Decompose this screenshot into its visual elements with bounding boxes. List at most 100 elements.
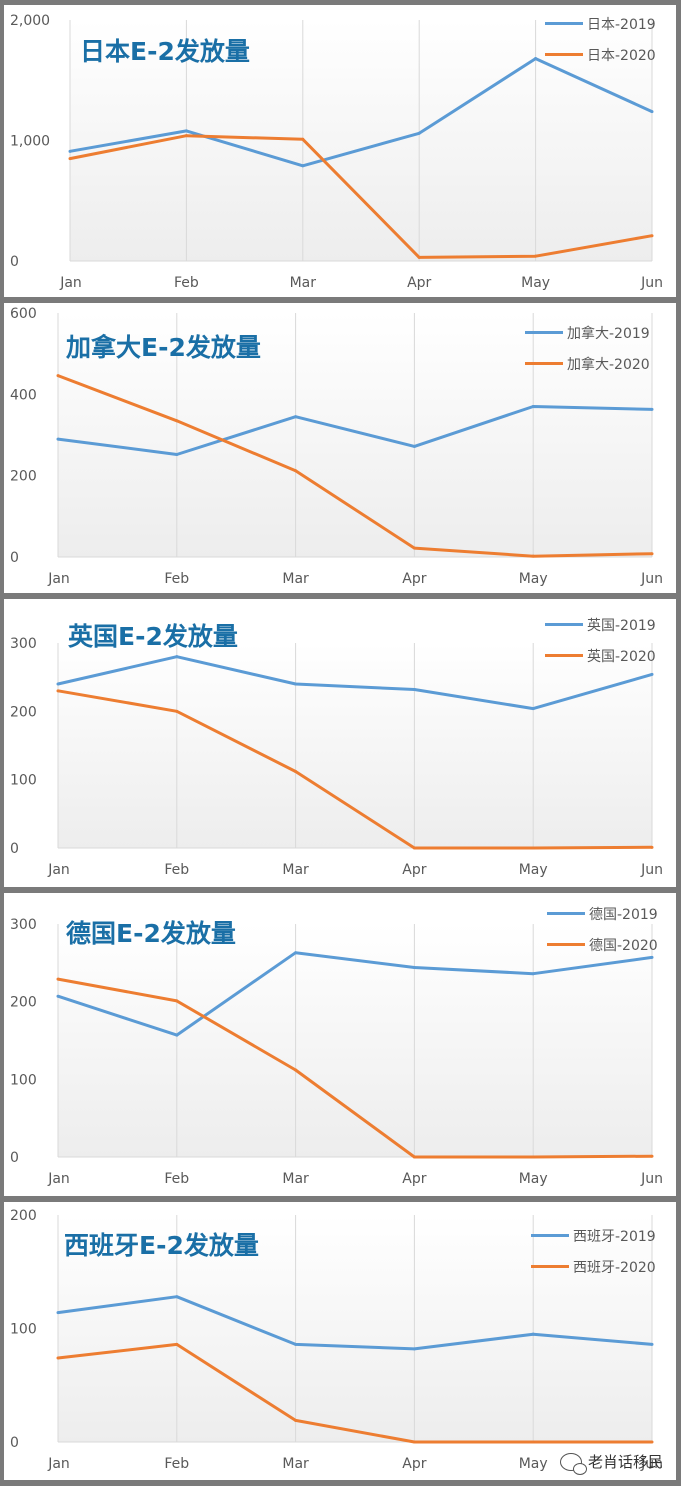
legend-item: 西班牙-2020 <box>531 1251 656 1282</box>
x-tick-label-Jan: Jan <box>59 275 82 291</box>
legend-item: 加拿大-2019 <box>525 317 650 348</box>
plot-area <box>58 313 652 557</box>
x-tick-label-Jun: Jun <box>640 862 663 878</box>
y-tick-label: 2,000 <box>10 13 50 29</box>
x-tick-label-Jun: Jun <box>640 275 663 291</box>
chart-title: 日本E-2发放量 <box>80 37 250 66</box>
x-tick-label-Mar: Mar <box>282 571 309 587</box>
chart-svg: 0 1,000 2,000 Jan Feb Mar Apr May Jun <box>10 13 663 291</box>
data-point <box>56 682 60 686</box>
x-tick-label-Jun: Jun <box>640 1171 663 1187</box>
data-point <box>56 994 60 998</box>
y-tick-label: 100 <box>10 773 37 789</box>
chart-title: 加拿大E-2发放量 <box>66 333 261 362</box>
chart-panel-5: 0 100 200 Jan Feb Mar Apr May Jun 西班牙E-2发放量 西班牙-20… <box>4 1202 676 1480</box>
data-point <box>412 1155 416 1159</box>
x-tick-label-Jan: Jan <box>47 862 70 878</box>
data-point <box>175 709 179 713</box>
data-point <box>56 1311 60 1315</box>
legend-label: 德国-2019 <box>589 906 658 923</box>
chart-panel-4: 0 100 200 300 Jan Feb Mar Apr May Jun 德国E-2发放量 德国-2… <box>4 893 676 1196</box>
data-point <box>175 419 179 423</box>
legend-swatch <box>545 623 583 626</box>
data-point <box>412 846 416 850</box>
data-point <box>650 1154 654 1158</box>
data-point <box>531 1440 535 1444</box>
chart-panel-2: 0 200 400 600 Jan Feb Mar Apr May Jun 加拿大E-2发放量 加拿大… <box>4 303 676 593</box>
plot-area <box>58 1215 652 1442</box>
chart-svg: 0 200 400 600 Jan Feb Mar Apr May Jun <box>10 306 663 587</box>
data-point <box>650 1342 654 1346</box>
data-point <box>412 687 416 691</box>
series-line-2019 <box>57 1295 653 1351</box>
data-point <box>175 655 179 659</box>
y-tick-label: 0 <box>10 1435 19 1451</box>
series-line-2020 <box>57 374 653 558</box>
legend-label: 英国-2020 <box>587 648 656 665</box>
chart-title: 英国E-2发放量 <box>68 622 238 651</box>
legend-swatch <box>545 654 583 657</box>
x-tick-label-Apr: Apr <box>402 862 426 878</box>
y-tick-label: 0 <box>10 1150 19 1166</box>
legend-item: 日本-2020 <box>545 39 656 70</box>
y-tick-label: 600 <box>10 306 37 322</box>
wechat-icon <box>559 1452 587 1475</box>
data-point <box>294 682 298 686</box>
data-point <box>68 157 72 161</box>
data-point <box>650 845 654 849</box>
series-line-2019 <box>57 655 653 711</box>
x-tick-label-Feb: Feb <box>174 275 199 291</box>
x-tick-label-Feb: Feb <box>164 1456 189 1472</box>
data-point <box>184 129 188 133</box>
x-tick-label-Jan: Jan <box>47 1456 70 1472</box>
data-point <box>175 453 179 457</box>
legend-swatch <box>545 53 583 56</box>
data-point <box>650 407 654 411</box>
legend-label: 加拿大-2020 <box>567 356 650 373</box>
legend-label: 西班牙-2020 <box>573 1259 656 1276</box>
x-tick-label-May: May <box>519 1171 548 1187</box>
plot-area <box>58 924 652 1157</box>
y-tick-label: 200 <box>10 704 37 720</box>
x-tick-label-Feb: Feb <box>164 571 189 587</box>
x-tick-label-Jan: Jan <box>47 1171 70 1187</box>
y-tick-label: 400 <box>10 387 37 403</box>
x-tick-label-Mar: Mar <box>282 1171 309 1187</box>
x-tick-label-May: May <box>519 571 548 587</box>
y-tick-label: 100 <box>10 1322 37 1338</box>
chart-svg: 0 100 200 300 Jan Feb Mar Apr May Jun <box>10 636 663 878</box>
y-tick-label: 200 <box>10 995 37 1011</box>
data-point <box>417 131 421 135</box>
x-tick-label-Apr: Apr <box>402 1456 426 1472</box>
chart-panel-1: 0 1,000 2,000 Jan Feb Mar Apr May Jun 日本E-2发放量 日本-… <box>4 5 676 297</box>
legend: 德国-2019 德国-2020 <box>547 898 658 960</box>
watermark-text: 老肖话移民 <box>587 1453 663 1471</box>
data-point <box>301 137 305 141</box>
legend: 英国-2019 英国-2020 <box>545 609 656 671</box>
data-point <box>650 955 654 959</box>
legend-label: 英国-2019 <box>587 617 656 634</box>
legend-swatch <box>547 943 585 946</box>
y-tick-label: 0 <box>10 550 19 566</box>
data-point <box>175 999 179 1003</box>
data-point <box>56 437 60 441</box>
data-point <box>294 1418 298 1422</box>
x-tick-label-May: May <box>519 862 548 878</box>
series-line-2019 <box>57 951 653 1037</box>
y-tick-label: 300 <box>10 917 37 933</box>
data-point <box>175 1033 179 1037</box>
series-line-2020 <box>57 977 653 1159</box>
data-point <box>68 149 72 153</box>
data-point <box>56 374 60 378</box>
legend: 加拿大-2019 加拿大-2020 <box>525 317 650 379</box>
data-point <box>531 1332 535 1336</box>
legend-item: 西班牙-2019 <box>531 1220 656 1251</box>
chart-svg: 0 100 200 300 Jan Feb Mar Apr May Jun <box>10 917 663 1187</box>
data-point <box>184 134 188 138</box>
watermark: 老肖话移民 <box>559 1451 663 1475</box>
data-point <box>412 444 416 448</box>
x-tick-label-Jun: Jun <box>640 571 663 587</box>
series-line-2020 <box>69 134 653 259</box>
legend-swatch <box>545 22 583 25</box>
data-point <box>294 951 298 955</box>
